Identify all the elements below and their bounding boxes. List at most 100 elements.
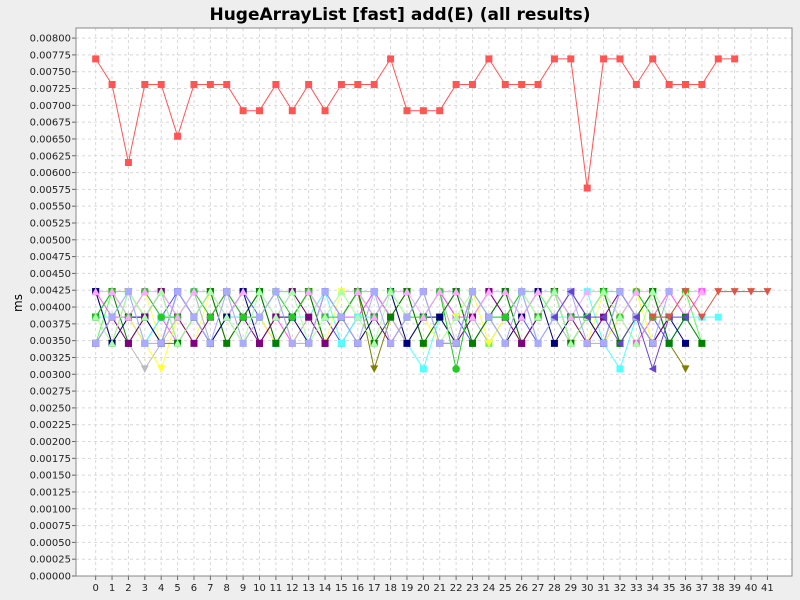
data-point	[763, 288, 772, 296]
y-tick-label: 0.00300	[30, 370, 71, 381]
data-point	[206, 339, 214, 347]
data-point	[353, 313, 362, 321]
plot-area	[76, 28, 792, 576]
data-point	[566, 287, 575, 296]
data-point	[140, 287, 149, 296]
data-point	[485, 313, 493, 321]
x-tick-label: 16	[351, 583, 364, 594]
data-point	[321, 313, 330, 321]
grid-lines	[76, 28, 792, 577]
data-point	[566, 339, 575, 347]
y-tick-label: 0.00600	[30, 168, 71, 179]
chart-title: HugeArrayList [fast] add(E) (all results…	[209, 5, 590, 25]
data-point	[256, 313, 264, 321]
data-point	[91, 313, 100, 321]
x-tick-label: 7	[207, 583, 213, 594]
data-point	[140, 365, 149, 373]
data-point	[501, 339, 509, 347]
data-point	[665, 80, 673, 88]
x-tick-label: 0	[92, 583, 98, 594]
data-point	[108, 80, 116, 88]
data-point	[419, 288, 427, 296]
x-tick-label: 3	[142, 583, 148, 594]
plot-background	[76, 28, 792, 576]
x-tick-label: 36	[679, 583, 692, 594]
y-tick-label: 0.00500	[30, 235, 71, 246]
data-point	[632, 80, 640, 88]
data-point	[534, 313, 543, 321]
data-point	[305, 80, 313, 88]
data-point	[272, 339, 280, 347]
y-tick-label: 0.00050	[30, 538, 71, 549]
data-point	[501, 80, 509, 88]
series-line	[95, 290, 670, 345]
data-point	[305, 339, 313, 347]
series-line	[652, 290, 768, 319]
x-tick-label: 37	[696, 583, 709, 594]
y-tick-label: 0.00525	[30, 218, 71, 229]
y-tick-label: 0.00350	[30, 336, 71, 347]
data-point	[403, 313, 411, 321]
data-point	[173, 339, 182, 347]
data-point	[174, 132, 182, 140]
data-point	[501, 287, 510, 296]
y-tick-label: 0.00575	[30, 185, 71, 196]
x-tick-label: 14	[319, 583, 332, 594]
y-tick-label: 0.00750	[30, 67, 71, 78]
data-point	[648, 364, 657, 373]
data-point	[616, 288, 624, 296]
data-point	[665, 288, 673, 296]
data-point	[616, 55, 624, 63]
data-point	[468, 313, 477, 321]
x-tick-label: 5	[174, 583, 180, 594]
x-tick-label: 10	[253, 583, 266, 594]
x-tick-label: 33	[630, 583, 643, 594]
data-point	[288, 313, 297, 321]
data-point	[714, 55, 722, 63]
data-point	[600, 55, 608, 63]
data-point	[305, 313, 313, 321]
x-tick-label: 1	[109, 583, 115, 594]
data-point	[566, 313, 575, 321]
data-point	[632, 339, 641, 347]
data-point	[321, 339, 329, 347]
data-point	[484, 339, 493, 348]
y-tick-label: 0.00275	[30, 387, 71, 398]
x-tick-label: 38	[712, 583, 725, 594]
data-point	[108, 313, 116, 321]
data-point	[452, 365, 460, 373]
data-point	[337, 80, 345, 88]
x-tick-label: 18	[384, 583, 397, 594]
plot-border	[75, 27, 793, 577]
data-point	[419, 339, 427, 347]
x-tick-label: 29	[564, 583, 577, 594]
data-point	[387, 55, 395, 63]
data-point	[141, 339, 149, 347]
data-point	[272, 288, 280, 296]
data-point	[681, 313, 690, 322]
y-tick-label: 0.00075	[30, 521, 71, 532]
data-point	[124, 158, 132, 166]
data-point	[632, 313, 640, 322]
data-point	[173, 313, 182, 321]
x-tick-label: 35	[663, 583, 676, 594]
data-point	[337, 339, 345, 347]
x-tick-label: 17	[368, 583, 381, 594]
data-point	[223, 339, 231, 347]
data-point	[321, 288, 329, 296]
data-point	[714, 313, 722, 321]
x-tick-label: 6	[191, 583, 197, 594]
data-point	[501, 313, 510, 321]
y-tick-label: 0.00000	[30, 572, 71, 583]
y-tick-label: 0.00700	[30, 101, 71, 112]
x-tick-label: 2	[125, 583, 131, 594]
data-point	[469, 80, 477, 88]
data-point	[452, 339, 460, 347]
x-tick-label: 32	[614, 583, 627, 594]
x-tick-label: 28	[548, 583, 561, 594]
data-point	[157, 339, 165, 347]
data-point	[370, 365, 379, 373]
y-tick-label: 0.00800	[30, 34, 71, 45]
